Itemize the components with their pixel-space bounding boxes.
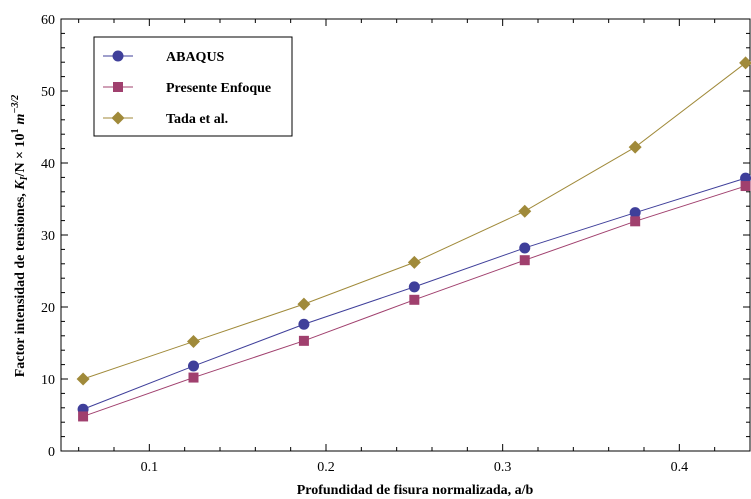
y-tick-label: 0 xyxy=(48,445,55,460)
legend-label: Tada et al. xyxy=(166,112,228,127)
series-0 xyxy=(77,172,751,415)
y-axis-title: Factor intensidad de tensiones, KI/N × 1… xyxy=(10,95,30,378)
data-point-square xyxy=(78,411,89,422)
data-point-square xyxy=(409,294,420,305)
data-point-square xyxy=(740,181,751,192)
data-point-square xyxy=(630,216,641,227)
x-tick-label: 0.1 xyxy=(141,460,159,475)
y-axis-title-unit: m xyxy=(13,113,28,124)
x-tick-label: 0.2 xyxy=(317,460,335,475)
y-tick-label: 20 xyxy=(41,301,55,316)
data-point-diamond xyxy=(628,140,642,154)
y-tick-label: 30 xyxy=(41,229,55,244)
legend-label: Presente Enfoque xyxy=(166,81,271,96)
y-axis: 0 10 20 30 40 50 60 xyxy=(41,13,750,460)
legend-label: ABAQUS xyxy=(166,50,225,65)
data-point-circle xyxy=(408,281,420,293)
y-axis-title-mid: /N × 10 xyxy=(13,133,28,177)
legend-marker-square xyxy=(113,82,123,92)
data-point-diamond xyxy=(739,56,751,70)
y-axis-title-k: K xyxy=(13,179,28,191)
data-point-circle xyxy=(298,318,310,330)
y-tick-label: 60 xyxy=(41,13,55,28)
series-2 xyxy=(76,56,751,386)
x-axis-title: Profundidad de fisura normalizada, a/b xyxy=(297,483,534,498)
data-point-square xyxy=(519,255,530,266)
data-point-diamond xyxy=(297,297,311,311)
legend-item: Presente Enfoque xyxy=(103,81,271,96)
legend-marker-circle xyxy=(112,50,124,62)
y-tick-label: 10 xyxy=(41,373,55,388)
data-point-circle xyxy=(188,360,199,372)
series-line xyxy=(82,177,746,410)
legend-marker-diamond xyxy=(111,111,125,125)
data-point-diamond xyxy=(187,335,200,349)
y-tick-label: 40 xyxy=(41,157,55,172)
data-point-diamond xyxy=(407,255,421,269)
legend: ABAQUS Presente Enfoque Tada et al. xyxy=(93,36,293,137)
x-tick-label: 0.4 xyxy=(671,460,689,475)
data-point-diamond xyxy=(518,204,532,218)
legend-item: ABAQUS xyxy=(103,50,225,65)
y-tick-label: 50 xyxy=(41,85,55,100)
y-axis-title-k-sub: I xyxy=(19,175,30,181)
y-axis-title-prefix: Factor intensidad de tensiones, xyxy=(13,190,28,378)
data-point-square xyxy=(298,335,309,346)
series-1 xyxy=(78,181,751,422)
series-layer xyxy=(76,56,751,422)
x-axis: 0.1 0.2 0.3 0.4 xyxy=(78,19,751,475)
data-point-circle xyxy=(740,172,751,184)
y-axis-title-exp: 1 xyxy=(10,128,21,133)
data-point-circle xyxy=(629,207,641,219)
data-point-circle xyxy=(519,242,531,254)
data-point-diamond xyxy=(76,372,90,386)
legend-item: Tada et al. xyxy=(103,111,228,127)
y-axis-title-unit-exp: −3/2 xyxy=(10,95,21,114)
data-point-square xyxy=(188,372,199,383)
x-tick-label: 0.3 xyxy=(494,460,512,475)
